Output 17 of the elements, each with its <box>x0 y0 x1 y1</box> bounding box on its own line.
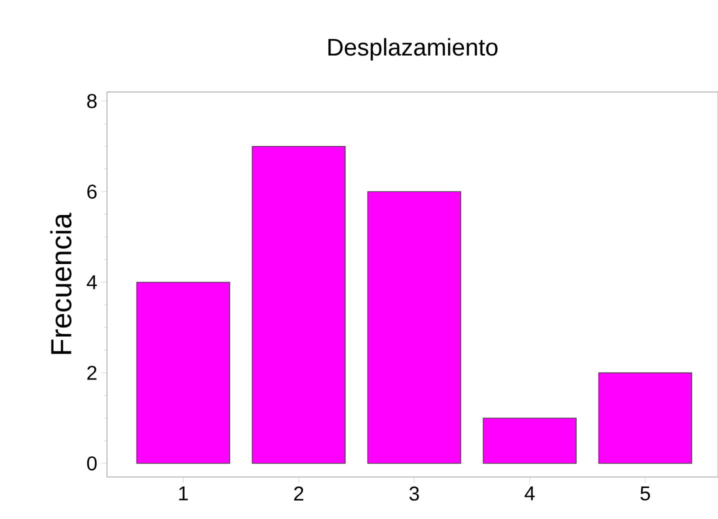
bar <box>252 146 346 464</box>
y-tick-label: 6 <box>87 184 97 199</box>
y-axis-title: Frecuencia <box>50 212 72 354</box>
x-tick-label: 1 <box>179 486 188 500</box>
x-tick-label: 3 <box>409 486 419 501</box>
bar <box>367 191 462 464</box>
chart-title: Desplazamiento <box>328 38 498 60</box>
bar <box>136 282 230 464</box>
x-tick-label: 2 <box>294 486 304 500</box>
y-tick-label: 8 <box>87 94 97 108</box>
y-tick-label: 4 <box>86 275 97 290</box>
bar <box>482 418 577 464</box>
bar <box>598 372 692 464</box>
y-tick-label: 2 <box>87 366 96 380</box>
x-tick-label: 4 <box>524 486 535 500</box>
x-tick-label: 5 <box>640 486 650 500</box>
y-tick-label: 0 <box>87 456 97 470</box>
